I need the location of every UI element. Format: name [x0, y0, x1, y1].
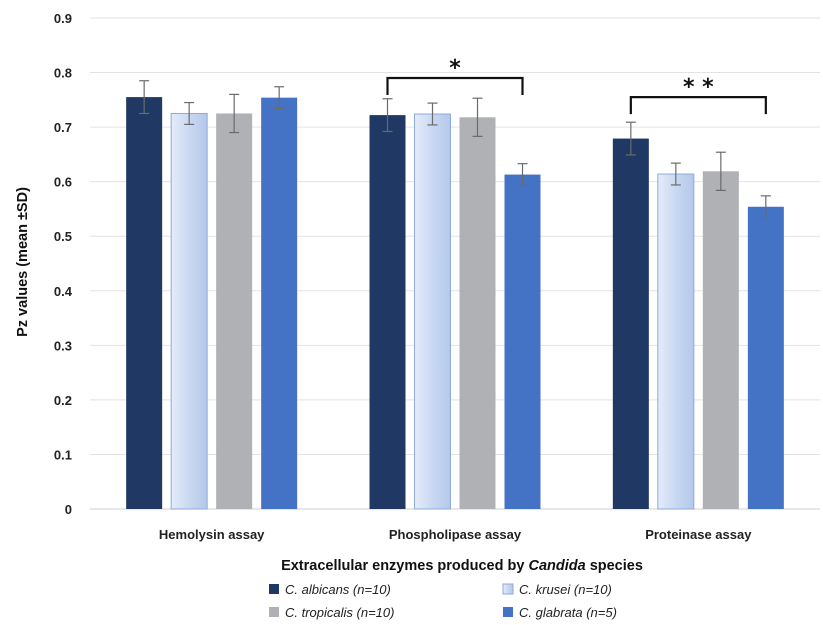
significance-label: * * [683, 75, 714, 100]
significance-bracket: * [386, 56, 524, 96]
legend-item: C. albicans (n=10) [269, 582, 391, 597]
y-tick-label: 0.3 [54, 338, 72, 353]
bar [369, 115, 406, 509]
y-tick-labels: 0 0.1 0.2 0.3 0.4 0.5 0.6 0.7 0.8 0.9 [54, 11, 73, 517]
significance-label: * [449, 56, 461, 81]
error-bar [382, 98, 393, 133]
legend-label: C. tropicalis (n=10) [285, 605, 394, 620]
bars [126, 97, 784, 510]
x-category-labels: Hemolysin assay Phospholipase assay Protei… [159, 527, 752, 542]
error-bar [229, 93, 240, 134]
x-axis-label-part: Extracellular enzymes produced by [281, 558, 528, 574]
y-tick-label: 0.1 [54, 447, 72, 462]
y-tick-label: 0.2 [54, 393, 72, 408]
bar [261, 97, 298, 509]
error-bar [670, 162, 681, 186]
y-tick-label: 0.5 [54, 229, 72, 244]
error-bar [139, 80, 150, 115]
x-tick-label: Hemolysin assay [159, 527, 265, 542]
x-axis-label: Extracellular enzymes produced by Candid… [281, 558, 643, 574]
error-bar [517, 163, 528, 187]
legend-swatch [269, 584, 279, 594]
y-tick-label: 0.9 [54, 11, 72, 26]
legend-label: C. glabrata (n=5) [519, 605, 617, 620]
error-bar [760, 195, 771, 219]
x-tick-label: Proteinase assay [645, 527, 752, 542]
bar [657, 173, 695, 510]
bar [702, 171, 739, 509]
error-bar [427, 102, 438, 126]
error-bar [472, 97, 483, 137]
legend-label: C. krusei (n=10) [519, 582, 612, 597]
bar [216, 113, 253, 509]
y-tick-label: 0.7 [54, 120, 72, 135]
bar [459, 117, 496, 510]
x-axis-label-part: Candida [528, 558, 585, 574]
legend-item: C. tropicalis (n=10) [269, 605, 394, 620]
error-bar [274, 86, 285, 110]
y-tick-label: 0.8 [54, 66, 72, 81]
x-tick-label: Phospholipase assay [389, 527, 522, 542]
error-bar [625, 121, 636, 156]
bar [747, 206, 784, 510]
y-tick-label: 0.4 [54, 284, 73, 299]
bar [126, 97, 163, 509]
legend-item: C. glabrata (n=5) [503, 605, 617, 620]
y-tick-label: 0.6 [54, 175, 72, 190]
legend-swatch [269, 607, 279, 617]
legend: C. albicans (n=10) C. krusei (n=10) C. tro… [269, 582, 617, 620]
bar [612, 138, 649, 509]
legend-swatch [502, 583, 514, 595]
y-axis-label: Pz values (mean ±SD) [15, 187, 31, 337]
legend-swatch [503, 607, 513, 617]
legend-item: C. krusei (n=10) [502, 582, 612, 597]
gridlines [90, 17, 820, 510]
y-tick-label: 0 [65, 502, 72, 517]
error-bar [715, 151, 726, 191]
bar [170, 112, 208, 510]
bar [504, 174, 541, 509]
legend-label: C. albicans (n=10) [285, 582, 391, 597]
significance-bracket: * * [629, 75, 767, 115]
error-bars [139, 80, 771, 219]
bar [414, 113, 451, 510]
significance-annotations: * * * [386, 56, 767, 115]
error-bar [184, 101, 195, 125]
x-axis-label-part: species [586, 558, 643, 574]
